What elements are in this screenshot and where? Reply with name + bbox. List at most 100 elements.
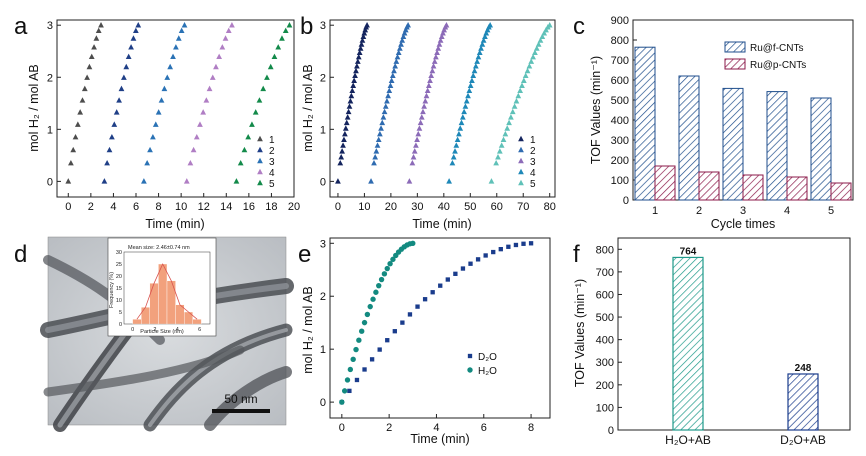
panel-a-series-2-point (118, 85, 125, 92)
panel-b-series-4-point (467, 82, 474, 88)
panel-e-series-circle-point (353, 346, 359, 353)
panel-e-series-square-point (460, 266, 466, 271)
inset-bar (158, 263, 168, 325)
panel-a-series-1-point (72, 133, 79, 140)
panel-e-series-circle-point (370, 296, 376, 302)
panel-b-series-5-point (537, 37, 544, 43)
panel-a-series-3-point (158, 97, 165, 103)
panel-a-xtick-label: 10 (175, 201, 187, 213)
panel-e-series-square-point (354, 377, 360, 383)
panel-b-series-4-point (459, 114, 466, 120)
panel-a-series-3-point (144, 159, 151, 166)
panel-a-series-2-point (125, 53, 132, 60)
panel-b-series-5-point (528, 58, 535, 64)
panel-a-legend-label: 1 (269, 135, 275, 146)
panel-b-series-4-point (484, 26, 491, 33)
inset-bar (192, 319, 202, 325)
panel-a-series-1-point (91, 44, 97, 50)
panel-c-bar-Ru@f-CNTs (810, 97, 832, 201)
panel-b-legend-label: 5 (530, 179, 536, 190)
panel-b-series-4-point (446, 178, 452, 184)
panel-a-series-1-point (77, 109, 84, 115)
panel-a-series-2-point (130, 35, 137, 41)
panel-b-series-1-point (351, 77, 358, 83)
panel-e-series-square-point (422, 297, 428, 302)
panel-f-frame (617, 237, 851, 431)
panel-b-series-1-point (342, 125, 349, 131)
panel-b-series-4-point (474, 58, 481, 64)
panel-b-series-4-point (479, 41, 486, 47)
panel-b-series-4-point (453, 142, 460, 148)
panel-e-series-square-point (468, 261, 473, 266)
panel-b-series-3-point (434, 49, 440, 56)
panel-b-series-1-point (338, 154, 345, 160)
panel-b-series-4-point (472, 63, 479, 69)
panel-b-series-2-point (388, 77, 395, 83)
panel-b-ytick-label: 1 (320, 124, 326, 136)
panel-a-ytick-label: 1 (47, 124, 53, 136)
panel-b-series-3-point (411, 148, 418, 154)
panel-b-series-2-point (387, 82, 394, 88)
panel-a-series-3-point (173, 44, 179, 50)
panel-b-series-1-point (348, 92, 355, 99)
inset-ytick-label: 25 (116, 262, 122, 268)
panel-b-series-5-point (498, 142, 505, 148)
panel-f-data-label: 248 (795, 363, 812, 374)
panel-a-series-5-point (264, 74, 270, 80)
panel-b-plot: Time (min) mol H₂ / mol AB 0 10 20 30 40 50 60… (301, 19, 556, 231)
panel-b-series-4-point (456, 130, 462, 137)
panel-a-series-4-point (183, 178, 190, 184)
panel-e-series-square-point (400, 320, 405, 325)
panel-b-series-5-point (513, 98, 520, 104)
panel-b-series-3-point (418, 114, 425, 120)
panel-a-series-3-point (170, 53, 176, 60)
panel-e-series-square-point (506, 244, 511, 249)
panel-f-ytick-label: 500 (596, 312, 614, 324)
panel-b-series-4-point (478, 45, 484, 51)
panel-a-series-4-point (229, 22, 235, 28)
panel-b-series-1-point (360, 33, 367, 40)
panel-a-series-4-point (190, 146, 197, 153)
panel-b-legend-label: 4 (530, 168, 536, 179)
inset-xtick-label: 2 (153, 327, 156, 333)
panel-b-series-4-point (483, 30, 490, 36)
panel-b-series-5-point (520, 77, 527, 83)
panel-b-legend-marker (518, 146, 524, 153)
panel-a-xtick-label: 8 (156, 201, 162, 213)
panel-a-series-5-point (245, 133, 252, 140)
panel-b-xlabel: Time (min) (412, 217, 471, 231)
panel-b-series-5-point (500, 136, 507, 143)
panel-e-series-circle-point (410, 240, 416, 246)
panel-c-ytick-label: 0 (623, 195, 629, 207)
panel-a-legend-label: 5 (269, 179, 275, 190)
panel-a-legend-label: 4 (269, 168, 275, 179)
panel-a-series-1-point (98, 22, 104, 28)
panel-b-series-5-point (535, 41, 542, 47)
panel-b-series-4-point (469, 77, 475, 83)
panel-b-series-1-point (364, 22, 370, 28)
panel-a-legend-marker (257, 168, 263, 175)
panel-b-series-3-point (413, 142, 419, 148)
panel-b-series-3-point (425, 82, 432, 88)
panel-b-series-4-point (475, 53, 482, 60)
panel-a-xtick-label: 0 (65, 201, 71, 213)
panel-b-series-3-point (443, 22, 450, 28)
panel-b-series-5-point (509, 108, 516, 115)
panel-c-plot: Cycle times TOF Values (min⁻¹) 0 100 200 30… (589, 15, 854, 231)
panel-a-xtick-label: 12 (198, 201, 210, 213)
panel-d-tem-image: Mean size: 2.46±0.74 nm Particle Size (n… (40, 236, 294, 432)
panel-c-bar-Ru@f-CNTs (766, 91, 788, 201)
panel-e-xtick-label: 0 (339, 422, 345, 434)
panel-e-series-circle-point (350, 356, 356, 363)
panel-b-legend-label: 3 (530, 157, 536, 168)
panel-b-series-1-point (362, 26, 369, 33)
panel-c-ytick-label: 700 (611, 55, 629, 67)
panel-e-series-circle-point (361, 319, 368, 326)
panel-b-series-2-point (378, 125, 384, 131)
panel-a-legend-marker (257, 135, 263, 142)
panel-b-series-1-point (357, 45, 364, 51)
panel-a-series-5-point (279, 35, 285, 41)
inset-bar (166, 280, 176, 325)
panel-c-xtick-label: 4 (784, 205, 790, 217)
panel-e-series-circle-point (344, 377, 351, 383)
